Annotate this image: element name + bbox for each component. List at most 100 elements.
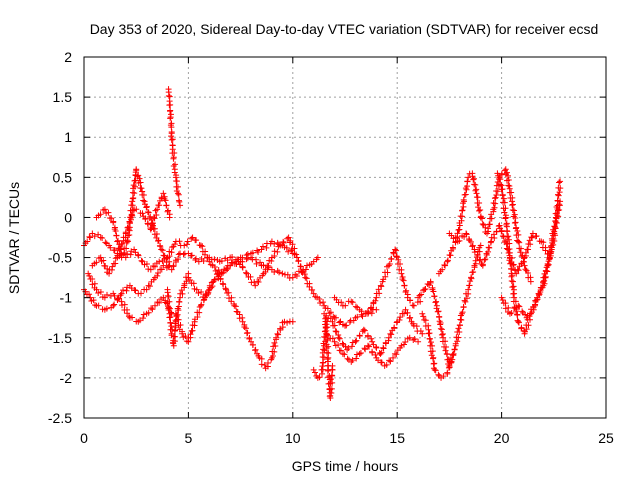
data-point [229,254,236,261]
data-point [91,233,98,240]
data-point [514,228,521,235]
data-point [502,215,509,222]
data-point [329,318,336,325]
data-point [552,225,559,232]
data-point [153,230,160,237]
data-point [133,206,140,213]
data-point [470,176,477,183]
data-point [421,286,428,293]
series-track-5 [85,270,175,325]
data-point [147,226,154,233]
data-point [215,275,222,282]
data-point [198,289,205,296]
data-point [138,290,145,297]
data-point [275,331,282,338]
data-point [260,262,267,269]
data-point [252,346,259,353]
data-point [327,315,334,322]
data-point [255,279,262,286]
data-point [242,269,249,276]
data-point [197,242,204,249]
data-point [172,310,179,317]
data-point [438,331,445,338]
data-point [176,198,183,205]
data-point [505,233,512,240]
data-point [281,318,288,325]
data-point [470,175,477,182]
x-tick-label: 0 [80,430,88,446]
data-point [434,308,441,315]
data-point [161,195,168,202]
data-point [397,314,404,321]
data-point [273,334,280,341]
series-track-11 [321,306,426,357]
data-point [158,246,165,253]
data-point [255,249,262,256]
data-point [442,262,449,269]
data-point [527,278,534,285]
data-point [97,234,104,241]
data-point [385,334,392,341]
data-point [163,202,170,209]
data-point [529,234,536,241]
data-point [543,268,550,275]
data-point [438,326,445,333]
data-point [492,194,499,201]
data-point [440,373,447,380]
data-point [512,219,519,226]
data-point [540,239,547,246]
data-point [257,259,264,266]
data-point [555,213,562,220]
data-point [99,235,106,242]
data-point [154,269,161,276]
data-point [325,343,332,350]
data-point [432,367,439,374]
data-point [193,237,200,244]
data-point [159,247,166,254]
data-point [268,257,275,264]
data-point [329,379,336,386]
data-point [211,263,218,270]
data-point [458,217,465,224]
data-point [140,192,147,199]
data-point [472,187,479,194]
data-point [229,259,236,266]
data-point [160,252,167,259]
data-point [252,347,259,354]
data-point [100,257,107,264]
data-point [495,172,502,179]
data-point [111,247,118,254]
data-point [449,351,456,358]
data-point [534,296,541,303]
data-point [530,306,537,313]
data-point [333,328,340,335]
data-point [426,336,433,343]
data-point [352,303,359,310]
data-point [218,258,225,264]
data-point [528,234,535,241]
data-point [172,333,179,340]
data-point [427,339,434,346]
data-point [283,244,290,251]
data-point [314,254,321,261]
data-point [386,260,393,267]
data-point [324,318,331,325]
data-point [555,207,562,214]
y-tick-label: 0 [64,209,72,225]
data-point [252,282,259,289]
data-point [486,244,493,251]
data-point [244,329,251,336]
data-point [513,306,520,313]
data-point [138,257,145,264]
data-point [107,244,114,251]
data-point [148,221,155,228]
data-point [497,176,504,183]
data-point [228,298,235,305]
data-point [93,259,100,266]
data-point [447,252,454,259]
data-point [377,350,384,357]
y-tick-label: -2.5 [48,410,72,426]
data-point [551,228,558,235]
data-point [463,295,470,302]
